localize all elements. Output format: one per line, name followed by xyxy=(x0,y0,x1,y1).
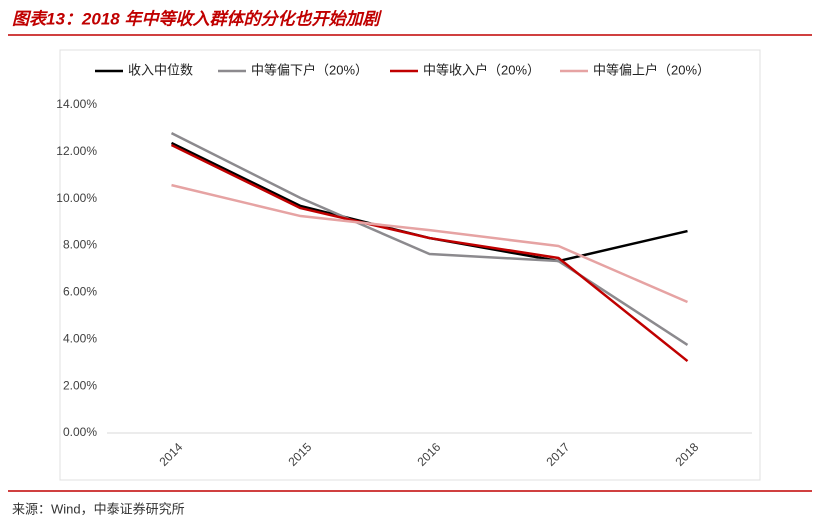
x-tick-label: 2017 xyxy=(544,440,573,469)
x-tick-label: 2018 xyxy=(673,440,702,469)
legend-label: 中等收入户（20%） xyxy=(423,62,540,77)
legend-label: 中等偏下户（20%） xyxy=(251,62,368,77)
series-line xyxy=(170,143,689,363)
x-tick-label: 2016 xyxy=(415,440,444,469)
series-line xyxy=(170,131,689,346)
chart-title: 图表13：2018 年中等收入群体的分化也开始加剧 xyxy=(12,9,382,28)
series-line xyxy=(171,183,688,304)
legend-label: 中等偏上户（20%） xyxy=(593,62,710,77)
y-tick-label: 2.00% xyxy=(63,378,97,392)
y-tick-label: 6.00% xyxy=(63,285,97,299)
y-tick-label: 12.00% xyxy=(56,144,97,158)
y-tick-label: 4.00% xyxy=(63,331,97,345)
y-tick-label: 14.00% xyxy=(56,97,97,111)
x-tick-label: 2014 xyxy=(157,440,186,469)
x-tick-label: 2015 xyxy=(286,440,315,469)
legend-label: 收入中位数 xyxy=(128,62,193,77)
source: 来源：Wind，中泰证券研究所 xyxy=(12,501,185,516)
y-tick-label: 8.00% xyxy=(63,238,97,252)
series-line xyxy=(170,141,688,263)
chart-frame xyxy=(59,49,761,481)
y-tick-label: 10.00% xyxy=(56,191,97,205)
y-tick-label: 0.00% xyxy=(63,425,97,439)
